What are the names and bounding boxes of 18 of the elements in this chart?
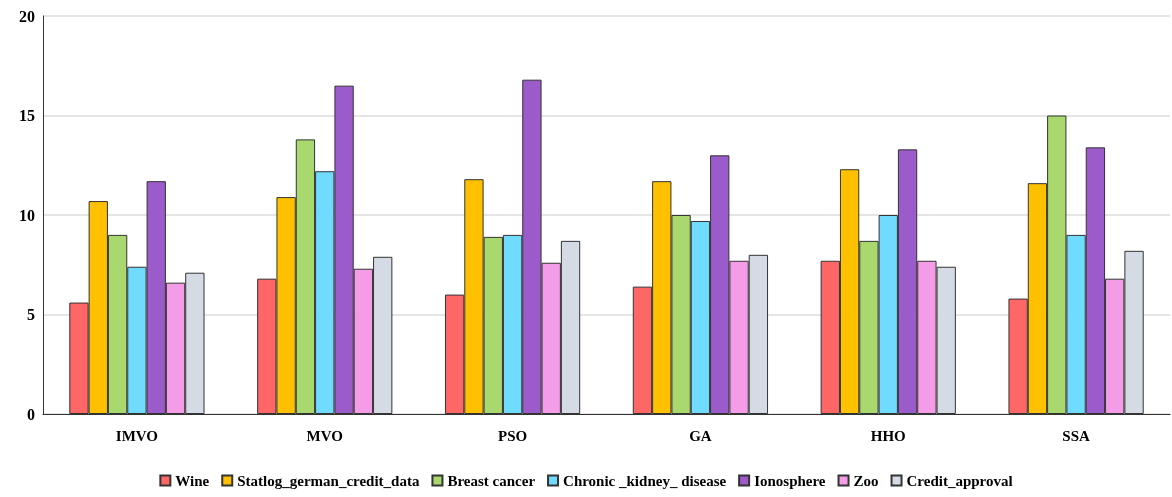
legend-label: Zoo (853, 472, 879, 489)
legend-label: Statlog_german_credit_data (237, 472, 420, 489)
legend-label: Ionosphere (754, 472, 826, 489)
y-tick-label: 20 (19, 7, 35, 25)
y-tick-label: 10 (19, 206, 35, 224)
legend-label: Wine (175, 472, 210, 489)
x-tick-label: PSO (497, 427, 528, 444)
x-tick-label: SSA (1062, 427, 1090, 444)
y-tick-label: 5 (27, 306, 35, 323)
y-tick-label: 0 (27, 405, 35, 423)
legend-label: Chronic _kidney_ disease (563, 472, 727, 489)
x-tick-label: MVO (306, 427, 343, 444)
y-tick-label: 15 (19, 107, 35, 124)
x-tick-label: IMVO (115, 427, 159, 444)
legend-label: Credit_approval (906, 472, 1013, 489)
x-tick-label: HHO (870, 427, 906, 444)
x-tick-label: GA (689, 427, 712, 444)
legend-label: Breast cancer (447, 472, 536, 489)
